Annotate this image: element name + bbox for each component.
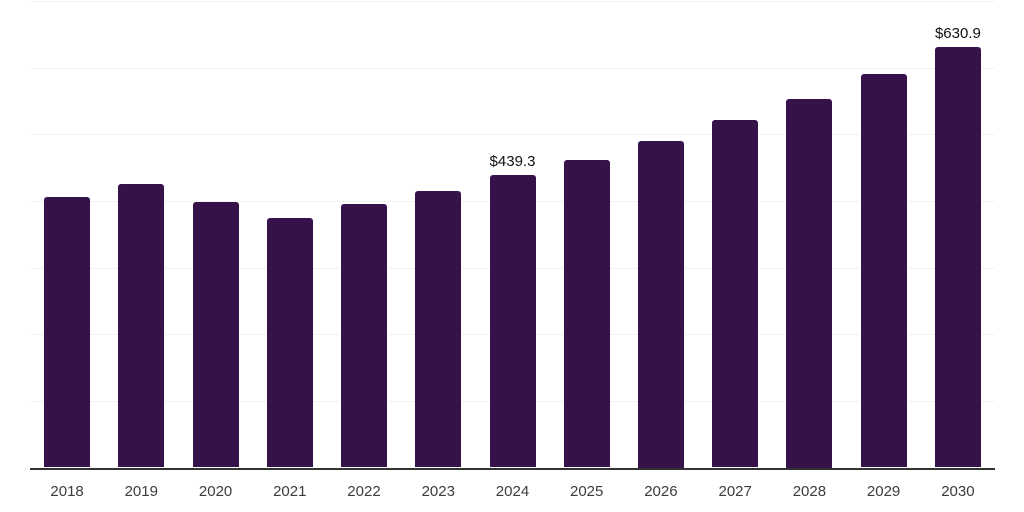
gridline xyxy=(30,1,995,2)
bar-2019 xyxy=(118,183,165,468)
x-tick-label-2030: 2030 xyxy=(941,483,975,500)
gridline xyxy=(30,134,995,136)
gridline xyxy=(30,67,995,69)
x-tick-label-2021: 2021 xyxy=(273,483,307,500)
bar-2024 xyxy=(489,174,536,468)
bar-2023 xyxy=(415,190,462,468)
x-tick-label-2028: 2028 xyxy=(792,483,827,500)
bar-value-label-2030: $630.9 xyxy=(934,25,981,43)
bar-2021 xyxy=(266,217,313,468)
bar-2029 xyxy=(860,73,907,468)
x-tick-label-2027: 2027 xyxy=(718,483,752,500)
bar-2020 xyxy=(192,202,239,468)
x-tick-label-2020: 2020 xyxy=(198,483,233,500)
x-tick-label-2022: 2022 xyxy=(347,483,381,500)
bar-2022 xyxy=(341,203,387,468)
x-tick-label-2019: 2019 xyxy=(124,483,158,500)
x-tick-label-2023: 2023 xyxy=(421,483,455,500)
bar-2028 xyxy=(786,99,833,468)
x-axis-line xyxy=(30,467,995,470)
bar-2018 xyxy=(44,196,91,468)
bar-2030 xyxy=(934,47,981,468)
bar-2027 xyxy=(712,119,759,468)
bar-value-label-2024: $439.3 xyxy=(489,152,536,170)
bar-2025 xyxy=(563,159,610,468)
x-tick-label-2018: 2018 xyxy=(50,483,84,500)
x-tick-label-2025: 2025 xyxy=(570,483,604,500)
x-tick-label-2024: 2024 xyxy=(495,483,530,500)
bar-2026 xyxy=(638,141,684,468)
x-tick-label-2029: 2029 xyxy=(866,483,901,500)
x-tick-label-2026: 2026 xyxy=(644,483,678,500)
